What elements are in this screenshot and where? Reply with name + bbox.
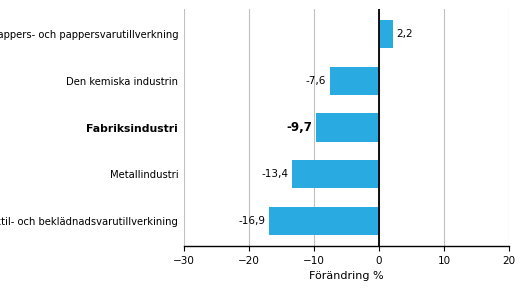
Bar (330, 67, 379, 95)
X-axis label: Förändring %: Förändring % (309, 271, 384, 281)
Bar (292, 160, 379, 188)
Bar (316, 113, 379, 142)
Bar (269, 207, 379, 235)
Text: 2,2: 2,2 (396, 29, 413, 39)
Text: -9,7: -9,7 (287, 121, 313, 134)
Text: -16,9: -16,9 (239, 216, 266, 226)
Text: -7,6: -7,6 (306, 76, 327, 86)
Text: -13,4: -13,4 (261, 169, 289, 179)
Bar (379, 20, 393, 48)
